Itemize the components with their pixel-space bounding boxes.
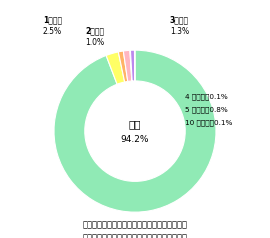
Text: 5 年以上：0.8%: 5 年以上：0.8% <box>185 107 228 113</box>
Text: 不問: 不問 <box>129 120 141 130</box>
Text: マネジメントを経験するまで今の会社にいた方: マネジメントを経験するまで今の会社にいた方 <box>83 220 187 229</box>
Text: 1年以上: 1年以上 <box>43 15 62 24</box>
Wedge shape <box>134 50 135 81</box>
Wedge shape <box>130 50 135 81</box>
Text: 1.3%: 1.3% <box>170 27 189 35</box>
Text: 3年以上: 3年以上 <box>170 15 189 24</box>
Wedge shape <box>130 50 132 81</box>
Text: 2.5%: 2.5% <box>43 27 62 35</box>
Text: 4 年以上：0.1%: 4 年以上：0.1% <box>185 94 228 100</box>
Text: 10 年以上：0.1%: 10 年以上：0.1% <box>185 120 232 126</box>
Text: 1.0%: 1.0% <box>85 38 104 47</box>
Text: が良い？企業が求めるマネジメント経験の内訳: が良い？企業が求めるマネジメント経験の内訳 <box>83 233 187 238</box>
Wedge shape <box>118 51 128 82</box>
Wedge shape <box>123 50 132 81</box>
Text: 2年以上: 2年以上 <box>85 27 104 35</box>
Wedge shape <box>54 50 216 212</box>
Wedge shape <box>106 52 125 84</box>
Text: 94.2%: 94.2% <box>121 135 149 144</box>
